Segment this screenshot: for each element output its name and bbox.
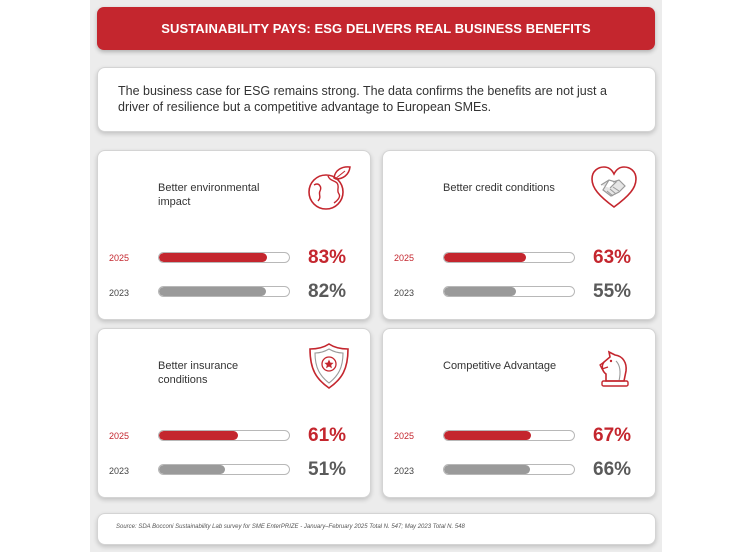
progress-bar-2023 <box>158 464 290 475</box>
source-note: Source: SDA Bocconi Sustainability Lab s… <box>116 524 465 530</box>
metric-title: Better credit conditions <box>443 182 555 194</box>
heart-handshake-icon <box>591 166 637 208</box>
progress-bar-2025 <box>158 430 290 441</box>
progress-bar-2023 <box>158 286 290 297</box>
year-label: 2025 <box>109 431 130 441</box>
year-label: 2023 <box>394 288 415 298</box>
percent-value: 82% <box>308 281 347 302</box>
percent-value: 63% <box>593 247 632 268</box>
percent-value: 51% <box>308 459 347 480</box>
intro-card: The business case for ESG remains strong… <box>97 67 656 132</box>
year-label: 2023 <box>109 466 130 476</box>
percent-value: 67% <box>593 425 632 446</box>
source-card: Source: SDA Bocconi Sustainability Lab s… <box>97 513 656 545</box>
year-label: 2025 <box>109 253 130 263</box>
chess-knight-icon <box>599 350 629 387</box>
progress-fill <box>159 253 267 262</box>
intro-text: The business case for ESG remains strong… <box>118 84 607 114</box>
progress-bar-2025 <box>443 252 575 263</box>
year-label: 2025 <box>394 253 415 263</box>
shield-star-icon <box>309 343 349 389</box>
year-label: 2025 <box>394 431 415 441</box>
year-label: 2023 <box>109 288 130 298</box>
progress-fill <box>444 253 526 262</box>
metric-card-insurance: Better insurance conditions 2025 61% 202… <box>97 328 371 498</box>
progress-fill <box>159 287 266 296</box>
metric-card-credit: Better credit conditions 2025 63% 2023 5… <box>382 150 656 320</box>
earth-leaf-icon <box>308 166 351 210</box>
percent-value: 61% <box>308 425 347 446</box>
percent-value: 83% <box>308 247 347 268</box>
progress-fill <box>444 465 530 474</box>
page-title: SUSTAINABILITY PAYS: ESG DELIVERS REAL B… <box>97 7 655 50</box>
metric-title: Better insurance conditions <box>158 360 239 386</box>
progress-bar-2023 <box>443 286 575 297</box>
progress-fill <box>444 287 516 296</box>
metric-card-competitive: Competitive Advantage 2025 67% 2023 66% <box>382 328 656 498</box>
metric-title: Competitive Advantage <box>443 360 557 372</box>
progress-fill <box>444 431 532 440</box>
metric-title: Better environmental impact <box>158 182 260 208</box>
percent-value: 66% <box>593 459 632 480</box>
progress-fill <box>159 465 226 474</box>
percent-value: 55% <box>593 281 632 302</box>
progress-fill <box>159 431 239 440</box>
year-label: 2023 <box>394 466 415 476</box>
progress-bar-2025 <box>443 430 575 441</box>
progress-bar-2025 <box>158 252 290 263</box>
progress-bar-2023 <box>443 464 575 475</box>
metric-card-environmental: Better environmental impact 2025 83% 202… <box>97 150 371 320</box>
